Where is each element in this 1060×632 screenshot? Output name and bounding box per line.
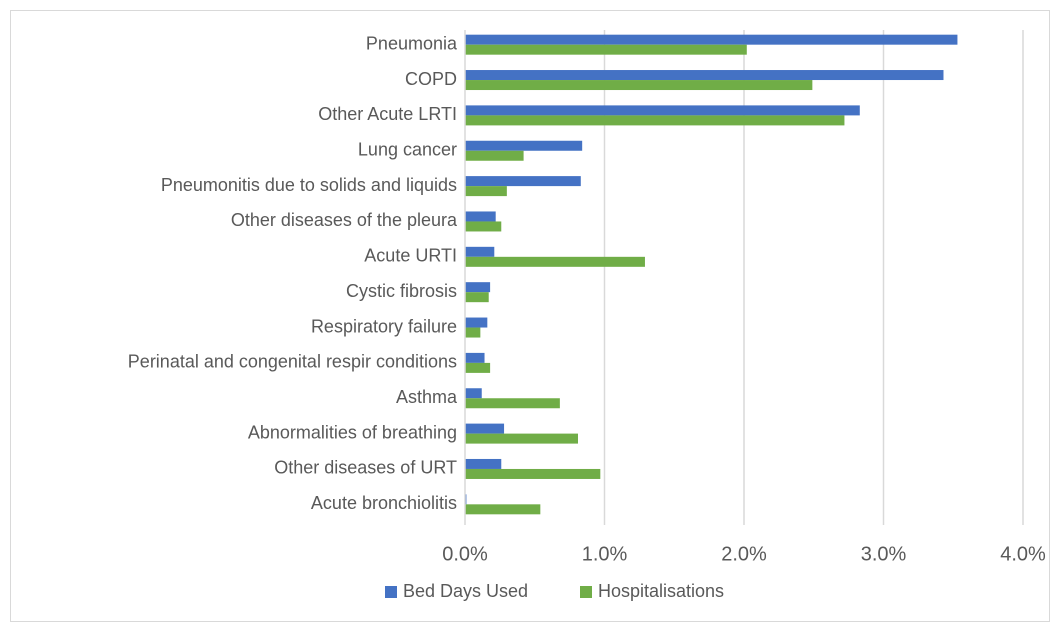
bar <box>465 211 496 222</box>
bar <box>465 105 860 116</box>
bar <box>465 504 541 515</box>
bar <box>465 458 502 469</box>
bar <box>465 221 502 232</box>
x-tick-label: 2.0% <box>721 543 767 565</box>
bar <box>465 44 747 55</box>
bar <box>465 317 488 328</box>
y-tick-label: Asthma <box>396 387 458 407</box>
bar <box>465 140 583 151</box>
bar <box>465 176 581 187</box>
x-tick-label: 0.0% <box>442 543 488 565</box>
bar <box>465 115 845 126</box>
chart-border <box>10 10 1050 622</box>
bar <box>465 423 505 434</box>
y-tick-label: Pneumonitis due to solids and liquids <box>161 175 457 195</box>
legend-label: Hospitalisations <box>598 581 724 601</box>
bar <box>465 468 601 479</box>
bar <box>465 256 645 267</box>
bar <box>465 282 491 293</box>
x-tick-label: 4.0% <box>1000 543 1046 565</box>
legend-label: Bed Days Used <box>403 581 528 601</box>
y-tick-label: Lung cancer <box>358 140 457 160</box>
x-tick-label: 1.0% <box>582 543 628 565</box>
y-tick-label: Respiratory failure <box>311 316 457 336</box>
bar <box>465 34 958 45</box>
bar <box>465 433 578 444</box>
bar <box>465 398 560 409</box>
y-tick-label: Other diseases of the pleura <box>231 210 458 230</box>
y-tick-label: COPD <box>405 69 457 89</box>
bar <box>465 362 491 373</box>
y-tick-label: Perinatal and congenital respir conditio… <box>128 352 457 372</box>
y-tick-label: Abnormalities of breathing <box>248 422 457 442</box>
y-tick-label: Other diseases of URT <box>274 458 457 478</box>
bar <box>465 388 482 399</box>
x-tick-label: 3.0% <box>861 543 907 565</box>
bar <box>465 80 813 91</box>
y-tick-label: Acute bronchiolitis <box>311 493 457 513</box>
bar <box>465 327 481 338</box>
bar <box>465 186 507 197</box>
y-tick-label: Pneumonia <box>366 33 458 53</box>
legend-swatch <box>385 586 397 598</box>
bar <box>465 70 944 81</box>
bar <box>465 292 489 303</box>
y-tick-label: Cystic fibrosis <box>346 281 457 301</box>
legend-swatch <box>580 586 592 598</box>
bar <box>465 352 485 363</box>
y-tick-label: Acute URTI <box>364 246 457 266</box>
bar <box>465 246 495 257</box>
y-tick-label: Other Acute LRTI <box>318 104 457 124</box>
bar <box>465 150 524 161</box>
